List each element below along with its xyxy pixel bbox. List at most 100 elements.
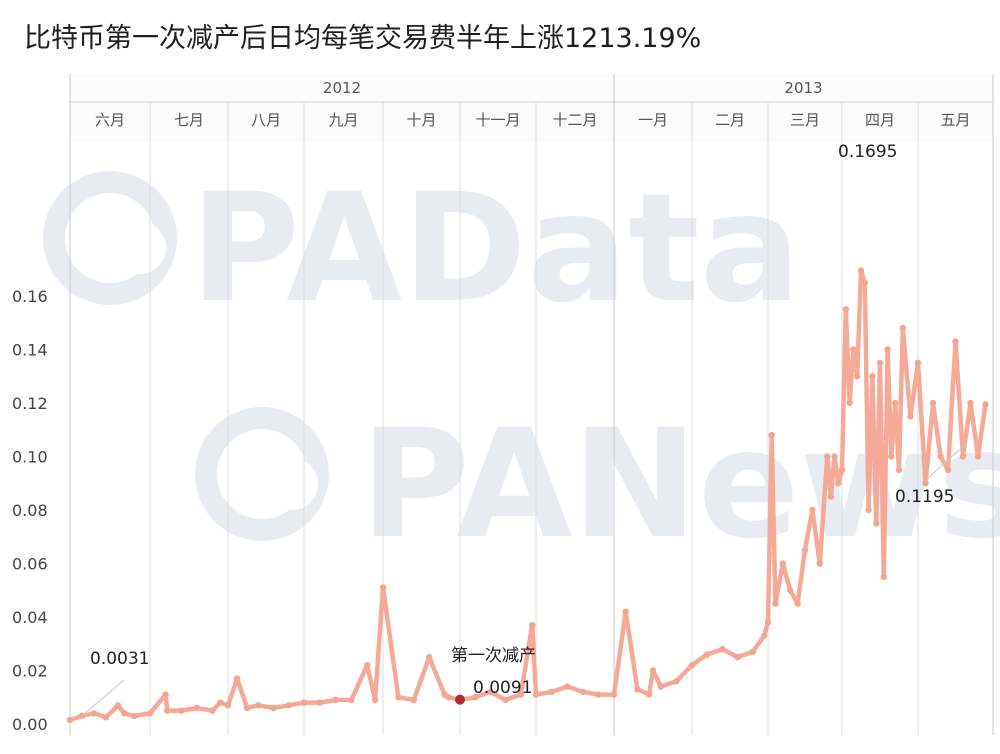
year-label-2012: 2012 xyxy=(323,79,361,97)
data-point xyxy=(831,453,838,460)
month-label: 二月 xyxy=(715,111,745,129)
year-label-2013: 2013 xyxy=(784,79,822,97)
month-label: 一月 xyxy=(638,111,668,129)
data-point xyxy=(217,699,224,706)
data-point xyxy=(873,520,880,527)
data-point xyxy=(114,702,122,709)
halving-marker xyxy=(455,694,465,705)
data-point xyxy=(645,691,653,698)
data-point xyxy=(673,678,680,685)
header-band xyxy=(70,74,993,142)
y-tick-label: 0.02 xyxy=(12,662,48,681)
y-axis: 0.00 0.02 0.04 0.06 0.08 0.10 0.12 0.14 0.16 xyxy=(12,287,48,734)
data-point xyxy=(634,686,641,693)
data-point xyxy=(768,431,775,439)
month-label: 七月 xyxy=(174,111,204,129)
annotation-leader-line xyxy=(927,443,966,479)
data-point xyxy=(907,413,914,420)
data-point xyxy=(243,704,251,712)
y-tick-label: 0.12 xyxy=(12,394,48,413)
data-point xyxy=(255,702,262,709)
annotation-layer: 0.0031 第一次减产 0.0091 0.1695 0.1195 xyxy=(81,142,966,717)
data-point xyxy=(861,279,868,286)
data-point xyxy=(564,683,571,690)
data-point xyxy=(332,696,339,704)
data-point xyxy=(937,453,944,460)
data-point xyxy=(884,346,891,353)
data-point xyxy=(316,699,323,706)
data-point xyxy=(379,584,387,591)
data-point xyxy=(794,600,801,607)
data-point xyxy=(719,645,726,653)
data-point xyxy=(952,338,959,345)
data-point xyxy=(121,710,128,717)
month-label: 十二月 xyxy=(552,111,597,129)
watermark-ring-icon xyxy=(43,171,177,305)
data-point xyxy=(426,653,433,661)
data-point xyxy=(300,699,308,706)
data-point xyxy=(163,707,171,714)
data-point xyxy=(967,399,974,407)
data-point xyxy=(846,399,853,407)
data-point xyxy=(285,702,292,709)
data-point xyxy=(487,688,494,696)
watermark-layer: PAData PANews xyxy=(43,162,1000,572)
data-point xyxy=(472,694,479,701)
month-label: 十一月 xyxy=(475,111,520,129)
watermark-cutout xyxy=(266,458,318,510)
series-layer xyxy=(66,267,989,724)
data-point xyxy=(914,359,922,367)
data-point xyxy=(371,696,379,704)
data-point xyxy=(410,696,417,704)
data-point xyxy=(66,716,74,724)
data-point xyxy=(838,466,846,474)
watermark-text: PANews xyxy=(360,398,1000,572)
data-point xyxy=(130,712,138,720)
month-header: 2012 2013 六月 七月 八月 九月 十月 十一月 十二月 一月 二月 三月 四月 五月 xyxy=(69,74,994,735)
data-point xyxy=(835,480,842,487)
data-point xyxy=(850,346,857,353)
month-label: 五月 xyxy=(940,111,970,129)
data-point xyxy=(827,493,835,500)
watermark-text: PAData xyxy=(190,162,801,336)
data-point xyxy=(749,648,756,655)
chart-title: 比特币第一次减产后日均每笔交易费半年上涨1213.19% xyxy=(24,23,702,54)
month-label: 三月 xyxy=(790,111,820,129)
data-point xyxy=(532,691,540,698)
month-label: 八月 xyxy=(251,111,281,129)
data-point xyxy=(974,453,982,460)
month-label: 六月 xyxy=(95,111,125,129)
data-point xyxy=(801,546,809,554)
data-point xyxy=(899,324,906,332)
watermark-logo: PANews xyxy=(195,398,1000,572)
data-point xyxy=(895,466,903,474)
data-point xyxy=(579,688,586,696)
data-point xyxy=(233,675,241,682)
month-label: 四月 xyxy=(865,111,895,129)
data-point xyxy=(892,399,899,407)
watermark-logo: PAData xyxy=(43,162,801,336)
data-point xyxy=(854,373,861,380)
data-point xyxy=(734,653,741,661)
data-point xyxy=(982,401,989,408)
data-point xyxy=(657,683,664,690)
data-point xyxy=(364,661,371,669)
data-point xyxy=(395,694,402,701)
data-point xyxy=(348,696,355,704)
data-point xyxy=(888,453,895,460)
data-point xyxy=(178,707,185,714)
data-point xyxy=(922,480,929,487)
data-point xyxy=(959,453,967,460)
data-point xyxy=(445,694,452,701)
data-point xyxy=(880,573,887,581)
data-point xyxy=(764,619,772,626)
watermark-ring-icon xyxy=(195,407,329,541)
data-point xyxy=(209,707,216,714)
data-point xyxy=(270,704,277,712)
data-point xyxy=(869,373,876,380)
annotation-label: 0.0031 xyxy=(90,649,149,669)
data-point xyxy=(842,306,849,313)
data-point xyxy=(876,359,884,367)
data-point xyxy=(90,710,98,717)
annotation-leader-line xyxy=(81,679,125,717)
